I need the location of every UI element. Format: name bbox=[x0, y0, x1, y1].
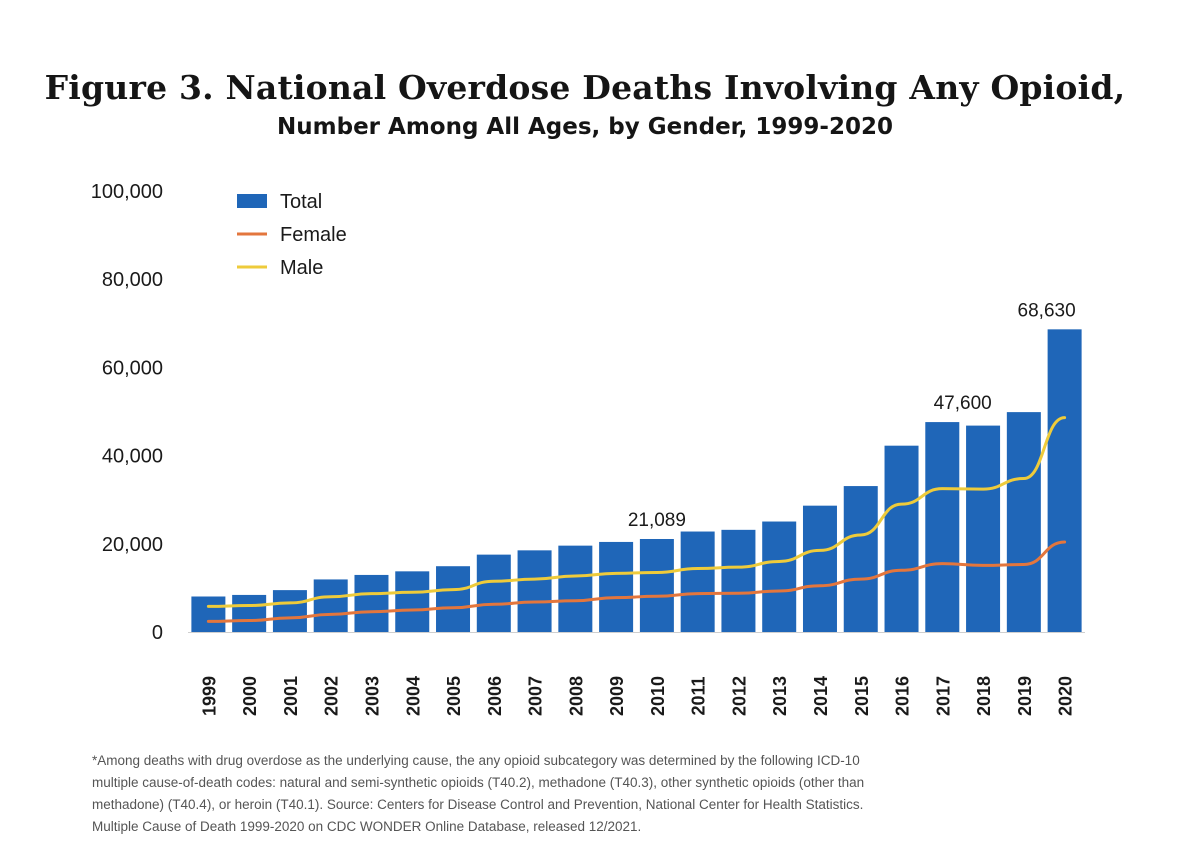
x-tick-label: 2011 bbox=[689, 676, 709, 715]
footnote: *Among deaths with drug overdose as the … bbox=[92, 750, 1092, 838]
bar-total bbox=[232, 594, 267, 632]
x-tick-label: 2003 bbox=[362, 676, 382, 716]
bar-total bbox=[476, 554, 511, 632]
x-tick-label: 2019 bbox=[1015, 676, 1035, 716]
bar-total bbox=[517, 550, 552, 632]
x-tick-label: 2018 bbox=[974, 676, 994, 716]
bar-total bbox=[313, 579, 348, 632]
x-tick-label: 2010 bbox=[648, 676, 668, 716]
x-tick-label: 2005 bbox=[444, 676, 464, 716]
y-tick-label: 40,000 bbox=[102, 446, 163, 468]
bar-total bbox=[721, 529, 756, 632]
x-tick-label: 2000 bbox=[240, 676, 260, 716]
data-label: 21,089 bbox=[628, 510, 686, 531]
bar-total bbox=[925, 422, 960, 632]
y-tick-label: 0 bbox=[152, 622, 163, 644]
data-label: 47,600 bbox=[934, 393, 992, 414]
bar-total bbox=[1006, 412, 1041, 632]
chart: 0 20,000 40,000 60,000 80,000 100,000 1999 2000… bbox=[91, 181, 1085, 716]
footnote-line: Multiple Cause of Death 1999-2020 on CDC… bbox=[92, 819, 642, 834]
y-tick-label: 60,000 bbox=[102, 357, 163, 379]
bar-total bbox=[191, 596, 226, 632]
bar-total bbox=[354, 574, 389, 632]
bar-total bbox=[639, 538, 674, 632]
x-tick-label: 2015 bbox=[852, 676, 872, 716]
x-tick-label: 2004 bbox=[403, 676, 423, 716]
legend-label: Male bbox=[280, 257, 323, 279]
y-tick-label: 80,000 bbox=[102, 269, 163, 291]
bar-total bbox=[680, 531, 715, 632]
footnote-line: multiple cause-of-death codes: natural a… bbox=[92, 775, 865, 790]
y-tick-label: 20,000 bbox=[102, 534, 163, 556]
bar-total bbox=[762, 521, 797, 632]
x-tick-label: 2013 bbox=[770, 676, 790, 716]
x-tick-label: 2007 bbox=[526, 676, 546, 716]
x-tick-label: 2006 bbox=[485, 676, 505, 716]
bar-total bbox=[599, 541, 634, 632]
x-tick-label: 2016 bbox=[893, 676, 913, 716]
x-tick-label: 2020 bbox=[1056, 676, 1076, 716]
footnote-line: methadone) (T40.4), or heroin (T40.1). S… bbox=[92, 797, 864, 812]
bar-total bbox=[558, 545, 593, 632]
bar-total bbox=[802, 505, 837, 632]
x-tick-label: 2002 bbox=[322, 676, 342, 716]
bar-total bbox=[843, 486, 878, 632]
legend-label: Female bbox=[280, 224, 347, 246]
x-tick-label: 1999 bbox=[199, 676, 219, 716]
bar-total bbox=[966, 425, 1001, 632]
bar-total bbox=[395, 571, 430, 632]
bar-total bbox=[884, 445, 919, 632]
series-line-male bbox=[206, 416, 1067, 608]
x-tick-label: 2014 bbox=[811, 676, 831, 716]
x-tick-label: 2017 bbox=[933, 676, 953, 716]
x-tick-label: 2001 bbox=[281, 676, 301, 716]
legend-swatch-total bbox=[237, 194, 267, 208]
bar-total bbox=[272, 590, 307, 632]
bar-total bbox=[436, 566, 471, 632]
data-label: 68,630 bbox=[1018, 300, 1076, 321]
chart-title: Figure 3. National Overdose Deaths Invol… bbox=[44, 68, 1126, 107]
y-tick-label: 100,000 bbox=[91, 181, 163, 203]
chart-subtitle: Number Among All Ages, by Gender, 1999-2… bbox=[277, 114, 893, 140]
footnote-line: *Among deaths with drug overdose as the … bbox=[92, 753, 860, 768]
bar-total bbox=[1047, 329, 1082, 632]
x-tick-label: 2008 bbox=[566, 676, 586, 716]
x-tick-label: 2012 bbox=[729, 676, 749, 716]
series-line-female bbox=[206, 540, 1067, 623]
x-tick-label: 2009 bbox=[607, 676, 627, 716]
legend-label: Total bbox=[280, 191, 322, 213]
